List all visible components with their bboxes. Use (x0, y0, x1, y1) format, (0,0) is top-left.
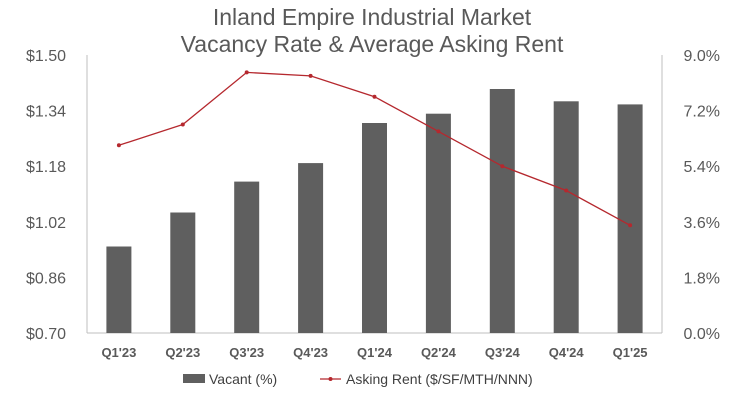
bar-vacant-6 (489, 89, 515, 333)
chart-title-line-1: Inland Empire Industrial Market (212, 4, 532, 30)
bar-vacant-3 (298, 163, 324, 333)
left-axis-ticks: $1.50 $1.34 $1.18 $1.02 $0.86 $0.70 (26, 48, 66, 343)
bar-vacant-5 (425, 113, 451, 333)
legend: Vacant (%) Asking Rent ($/SF/MTH/NNN) (183, 371, 533, 387)
right-tick-label: 7.2% (684, 104, 720, 121)
asking-rent-point-2 (244, 70, 249, 75)
category-label: Q4'23 (293, 345, 328, 360)
asking-rent-point-0 (116, 143, 121, 148)
legend-swatch-vacant (183, 374, 205, 383)
bar-vacant-8 (617, 104, 643, 334)
bar-vacant-7 (553, 101, 579, 333)
right-axis-ticks: 9.0% 7.2% 5.4% 3.6% 1.8% 0.0% (684, 48, 720, 343)
legend-swatch-asking-rent-marker (328, 377, 333, 381)
line-series-group (116, 70, 633, 228)
legend-label-vacant: Vacant (%) (209, 371, 277, 387)
category-label: Q2'23 (165, 345, 200, 360)
right-tick-label: 9.0% (684, 48, 720, 65)
left-tick-label: $1.34 (26, 104, 66, 121)
bar-vacant-4 (362, 123, 387, 333)
asking-rent-point-6 (500, 164, 505, 169)
asking-rent-point-4 (372, 94, 377, 99)
category-label: Q1'23 (101, 345, 136, 360)
right-tick-label: 0.0% (684, 326, 720, 343)
left-tick-label: $1.50 (26, 48, 66, 65)
category-axis-labels: Q1'23 Q2'23 Q3'23 Q4'23 Q1'24 Q2'24 Q3'24 Q4'24… (101, 345, 647, 360)
category-label: Q4'24 (549, 345, 585, 360)
bar-series-group (106, 89, 643, 334)
left-tick-label: $1.18 (26, 159, 66, 176)
right-tick-label: 3.6% (684, 215, 720, 232)
bar-vacant-1 (170, 212, 196, 333)
bar-vacant-2 (234, 181, 260, 333)
asking-rent-point-1 (180, 122, 185, 127)
category-label: Q3'23 (229, 345, 264, 360)
asking-rent-point-5 (436, 129, 441, 134)
asking-rent-point-8 (628, 223, 633, 228)
legend-label-asking-rent: Asking Rent ($/SF/MTH/NNN) (346, 371, 533, 387)
asking-rent-point-3 (308, 73, 313, 78)
bar-vacant-0 (106, 246, 132, 333)
category-label: Q2'24 (421, 345, 457, 360)
left-tick-label: $1.02 (26, 215, 66, 232)
asking-rent-point-7 (564, 188, 569, 193)
category-label: Q3'24 (485, 345, 521, 360)
category-label: Q1'25 (613, 345, 648, 360)
left-tick-label: $0.86 (26, 270, 66, 287)
chart-title-line-2: Vacancy Rate & Average Asking Rent (180, 31, 564, 57)
left-tick-label: $0.70 (26, 326, 66, 343)
right-tick-label: 1.8% (684, 270, 720, 287)
category-label: Q1'24 (357, 345, 393, 360)
right-tick-label: 5.4% (684, 159, 720, 176)
